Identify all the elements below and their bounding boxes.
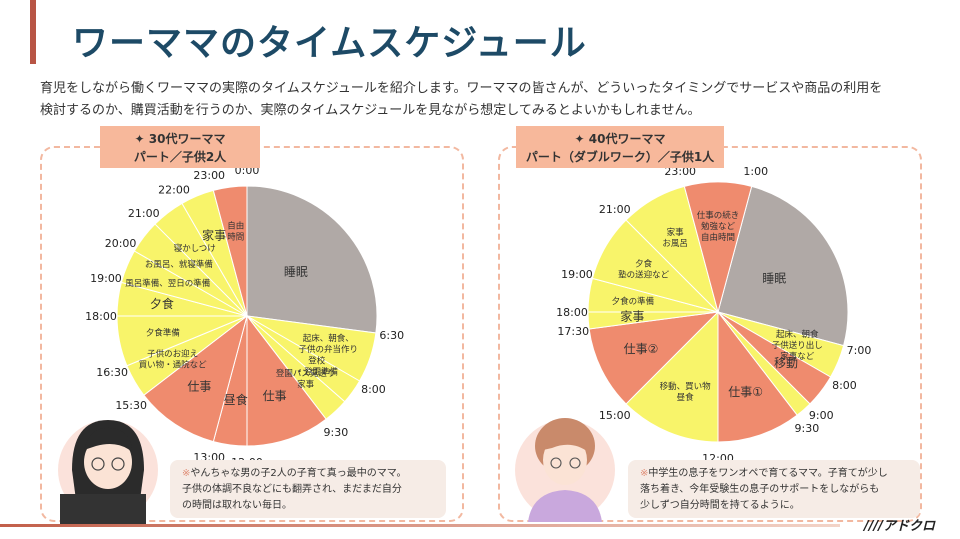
slice-label: 昼食	[224, 392, 248, 407]
time-tick-label: 23:00	[193, 169, 225, 182]
time-tick-label: 23:00	[664, 165, 696, 178]
slice-label: 夕食塾の送迎など	[618, 259, 670, 281]
slice-label: 起床、朝食子供送り出し家事など	[772, 329, 823, 362]
pie-chart-30s: 睡眠起床、朝食、子供の弁当作り登校・登園準備登園バス見送り家事仕事昼食仕事子供の…	[85, 164, 404, 469]
slice-label: 自由時間	[227, 220, 244, 242]
slice-label: 移動、買い物昼食	[660, 381, 712, 403]
time-tick-label: 16:30	[96, 366, 128, 379]
time-tick-label: 9:30	[795, 422, 820, 435]
slice-label: 仕事②	[624, 342, 659, 356]
pie-slice	[683, 181, 753, 314]
time-tick-label: 6:30	[379, 329, 404, 342]
badge-title-40s: ✦ 40代ワーママ	[574, 132, 666, 146]
comment-line: 落ち着き、今年受験生の息子のサポートをしながらも	[640, 484, 880, 495]
intro-line-1: 育児をしながら働くワーママの実際のタイムスケジュールを紹介します。ワーママの皆さ…	[40, 81, 883, 96]
time-tick-label: 8:00	[361, 383, 386, 396]
comment-line: 中学生の息子をワンオペで育てるママ。子育てが少し	[648, 468, 888, 479]
slice-label: 仕事	[263, 389, 287, 403]
intro-text: 育児をしながら働くワーママの実際のタイムスケジュールを紹介します。ワーママの皆さ…	[40, 78, 930, 122]
avatar-40s	[515, 418, 615, 522]
time-tick-label: 18:00	[85, 310, 117, 323]
note-mark: ※	[640, 468, 649, 479]
slice-label: 家事	[202, 228, 226, 243]
comment-bubble-40s: ※中学生の息子をワンオペで育てるママ。子育てが少し 落ち着き、今年受験生の息子の…	[628, 460, 920, 518]
slice-label: 夕食の準備	[612, 296, 655, 307]
comment-line: 子供の体調不良などにも翻弄され、まだまだ自分	[182, 484, 402, 495]
slice-label: 登校・登園準備	[295, 355, 338, 377]
slice-label: 家事お風呂	[662, 227, 688, 249]
page-title: ワーママのタイムスケジュール	[72, 23, 587, 64]
profile-badge-30s: ✦ 30代ワーママ パート／子供2人	[100, 126, 260, 168]
comment-line: の時間は取れない毎日。	[182, 500, 292, 511]
time-tick-label: 7:00	[847, 344, 872, 357]
time-tick-label: 15:00	[599, 409, 631, 422]
time-tick-label: 15:30	[115, 399, 147, 412]
slice-label: 移動	[774, 356, 798, 370]
badge-subtitle-40s: パート（ダブルワーク）／子供1人	[525, 150, 715, 164]
pie-slice	[717, 310, 798, 443]
time-tick-label: 19:00	[90, 272, 122, 285]
intro-line-2: 検討するのか、購買活動を行うのか、実際のタイムスケジュールを見ながら想定してみる…	[40, 103, 701, 118]
time-tick-label: 22:00	[158, 184, 190, 197]
time-tick-label: 21:00	[128, 207, 160, 220]
slice-label: 仕事①	[728, 385, 763, 399]
note-mark: ※	[182, 468, 191, 479]
time-tick-label: 19:00	[561, 268, 593, 281]
brand-logo: ////アドクロ	[864, 519, 935, 534]
pie-slice	[625, 310, 719, 443]
pie-slice	[717, 185, 849, 347]
time-tick-label: 1:00	[743, 165, 768, 178]
slice-label: 睡眠	[284, 265, 308, 279]
slice-label: 仕事の続き勉強など自由時間	[697, 210, 740, 243]
comment-bubble-30s: ※やんちゃな男の子2人の子育て真っ最中のママ。 子供の体調不良などにも翻弄され、…	[170, 460, 446, 518]
title-accent-bar	[30, 0, 36, 64]
slice-label: 夕食	[150, 296, 174, 311]
pie-slice	[246, 314, 327, 447]
badge-subtitle-30s: パート／子供2人	[133, 150, 227, 164]
badge-title-30s: ✦ 30代ワーママ	[134, 132, 226, 146]
time-tick-label: 17:30	[557, 325, 589, 338]
slice-label: 登園バス見送り家事	[276, 368, 336, 390]
slice-label: 寝かしつけ	[174, 243, 216, 254]
pie-slice	[143, 314, 248, 443]
comment-line: 少しずつ自分時間を持てるように。	[640, 500, 800, 511]
time-tick-label: 9:00	[809, 409, 834, 422]
slice-label: 家事	[620, 309, 644, 324]
time-tick-label: 21:00	[599, 203, 631, 216]
slice-label: 風呂準備、翌日の準備	[125, 278, 211, 289]
time-tick-label: 8:00	[832, 379, 857, 392]
time-tick-label: 18:00	[556, 306, 588, 319]
comment-line: やんちゃな男の子2人の子育て真っ最中のママ。	[190, 468, 407, 479]
time-tick-label: 9:30	[324, 426, 349, 439]
slice-label: 起床、朝食、子供の弁当作り	[298, 333, 358, 355]
avatar-30s	[58, 420, 158, 524]
time-tick-label: 20:00	[105, 237, 137, 250]
slice-label: 睡眠	[762, 272, 786, 286]
slice-label: お風呂、就寝準備	[145, 259, 214, 270]
slice-label: 仕事	[187, 379, 211, 393]
pie-slice	[246, 185, 378, 334]
footer-line	[0, 524, 840, 527]
pie-slice	[212, 185, 248, 317]
slice-label: 夕食準備	[146, 328, 181, 339]
pie-slice	[588, 311, 720, 405]
profile-badge-40s: ✦ 40代ワーママ パート（ダブルワーク）／子供1人	[516, 126, 724, 168]
slice-label: 子供のお迎え買い物・通院など	[139, 348, 208, 370]
